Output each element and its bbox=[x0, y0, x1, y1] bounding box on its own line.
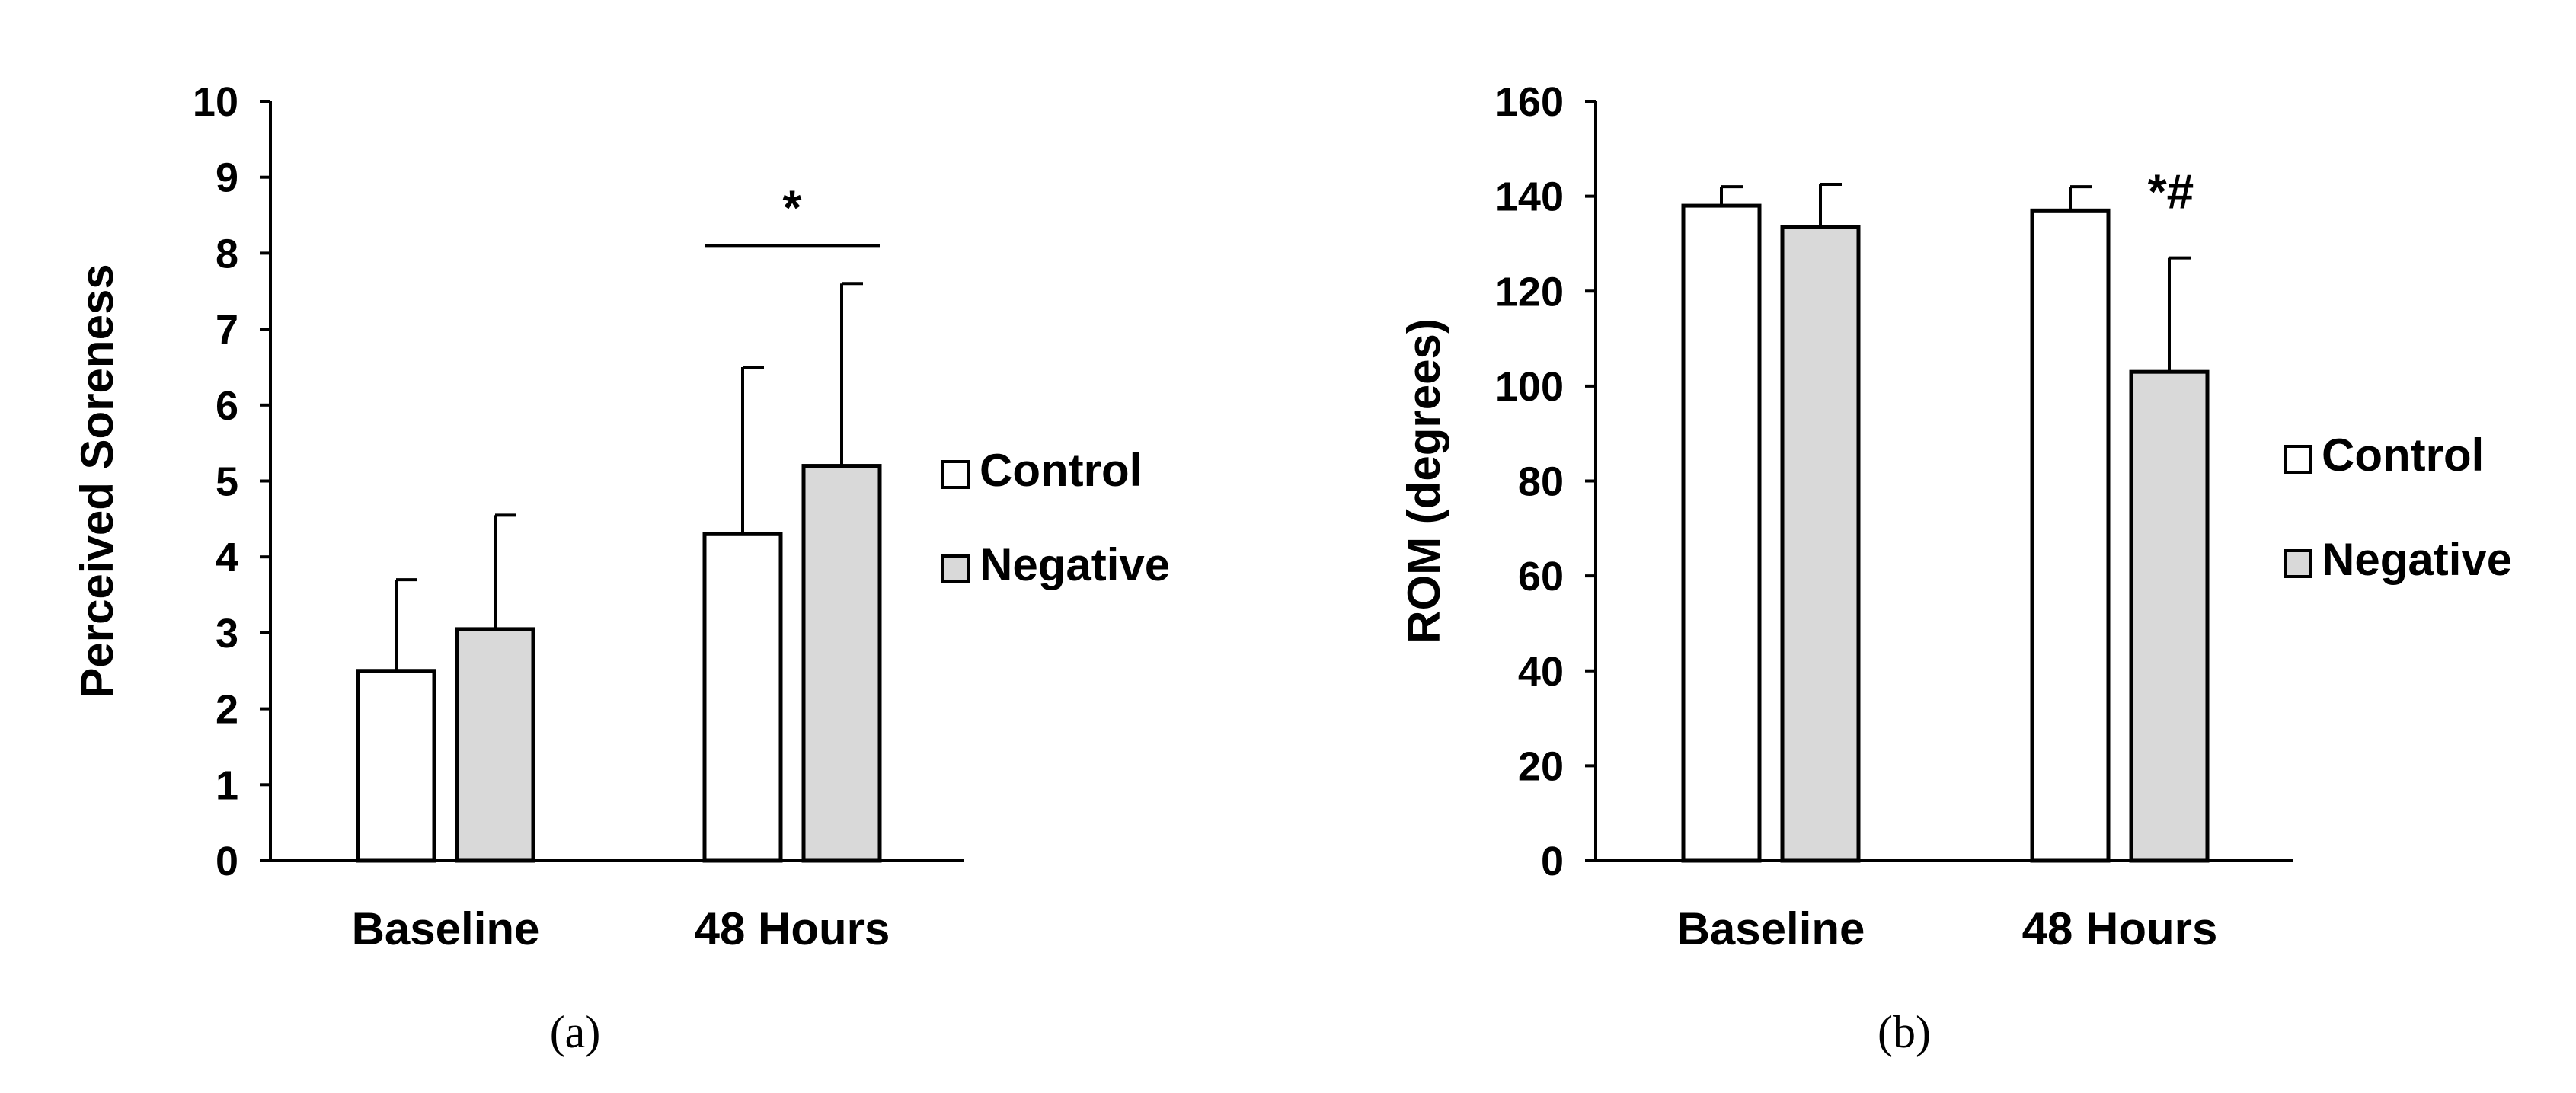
panel-b-rom-chart: 0 20 40 60 80 100 120 140 160 ROM (degrees) Baseli… bbox=[1398, 79, 2512, 1057]
y-tick-label: 120 bbox=[1495, 269, 1564, 315]
y-tick-label: 80 bbox=[1518, 459, 1564, 505]
y-tick-label: 40 bbox=[1518, 649, 1564, 695]
panel-caption: (a) bbox=[550, 1007, 601, 1057]
y-tick-label: 3 bbox=[216, 611, 238, 657]
bar-negative-baseline bbox=[455, 627, 535, 863]
y-tick-label: 0 bbox=[216, 839, 238, 884]
y-tick-label: 4 bbox=[216, 535, 238, 580]
x-category-label: 48 Hours bbox=[695, 903, 890, 954]
panel-a-soreness-chart: 0 1 2 3 4 5 6 7 8 9 10 Perceived Soreness Baseline 48… bbox=[72, 79, 1170, 1057]
legend-label-negative: Negative bbox=[2322, 534, 2512, 585]
y-tick-label: 6 bbox=[216, 383, 238, 429]
bar-negative-48-hours bbox=[801, 464, 882, 863]
y-tick-label: 2 bbox=[216, 687, 238, 733]
y-tick-label: 9 bbox=[216, 155, 238, 201]
legend-label-control: Control bbox=[980, 445, 1142, 496]
significance-marker: * bbox=[783, 180, 802, 235]
legend-swatch-control bbox=[941, 460, 970, 489]
x-category-label: Baseline bbox=[1677, 903, 1865, 954]
x-category-label: 48 Hours bbox=[2022, 903, 2218, 954]
legend-swatch-negative bbox=[2284, 549, 2312, 578]
bar-control-baseline bbox=[1681, 203, 1762, 863]
y-tick-label: 20 bbox=[1518, 743, 1564, 789]
x-category-label: Baseline bbox=[352, 903, 540, 954]
y-tick-label: 0 bbox=[1541, 839, 1564, 884]
y-tick-label: 100 bbox=[1495, 364, 1564, 410]
y-tick-label: 140 bbox=[1495, 174, 1564, 220]
bar-negative-48-hours bbox=[2129, 369, 2210, 863]
y-tick-label: 60 bbox=[1518, 554, 1564, 599]
legend-label-control: Control bbox=[2322, 430, 2484, 481]
bar-negative-baseline bbox=[1780, 225, 1861, 863]
legend-swatch-negative bbox=[941, 554, 970, 583]
bar-control-baseline bbox=[356, 669, 436, 863]
bar-control-48-hours bbox=[2030, 208, 2111, 863]
y-tick-label: 10 bbox=[193, 79, 238, 125]
legend-swatch-control bbox=[2284, 445, 2312, 474]
legend-label-negative: Negative bbox=[980, 539, 1170, 590]
y-tick-label: 5 bbox=[216, 459, 238, 505]
y-axis-title: Perceived Soreness bbox=[72, 264, 123, 698]
y-tick-label: 1 bbox=[216, 762, 238, 808]
y-tick-label: 8 bbox=[216, 231, 238, 276]
bar-control-48-hours bbox=[702, 532, 783, 863]
panel-caption: (b) bbox=[1878, 1007, 1931, 1057]
y-axis-title: ROM (degrees) bbox=[1398, 318, 1449, 644]
y-tick-label: 7 bbox=[216, 307, 238, 353]
y-tick-label: 160 bbox=[1495, 79, 1564, 125]
significance-marker: *# bbox=[2148, 164, 2194, 219]
